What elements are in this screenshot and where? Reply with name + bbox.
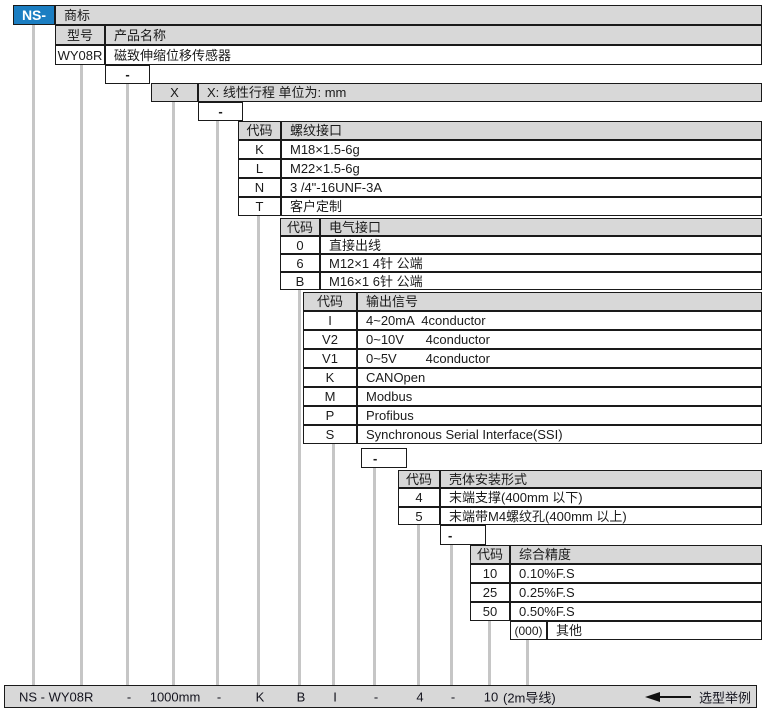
accuracy-row-value: 0.50%F.S — [510, 602, 762, 621]
output-row-value: 4~20mA 4conductor — [357, 311, 762, 330]
output-row-value: Modbus — [357, 387, 762, 406]
connector-line-thread — [257, 216, 260, 685]
accuracy-row-code: 10 — [470, 564, 510, 583]
output-row-code: K — [303, 368, 357, 387]
output-row-value: 0~10V 4conductor — [357, 330, 762, 349]
electrical-row-code: B — [280, 272, 320, 290]
thread-row-value: M22×1.5-6g — [281, 159, 762, 178]
accuracy-title-header: 综合精度 — [510, 545, 762, 564]
accuracy-row-code: 50 — [470, 602, 510, 621]
electrical-row-value: 直接出线 — [320, 236, 762, 254]
accuracy-other-code: (000) — [510, 621, 547, 640]
housing-row-code: 4 — [398, 488, 440, 507]
accuracy-row-code: 25 — [470, 583, 510, 602]
housing-row-value: 末端带M4螺纹孔(400mm 以上) — [440, 507, 762, 525]
connector-line-prefix — [32, 25, 35, 685]
output-code-header: 代码 — [303, 292, 357, 311]
electrical-row-value: M16×1 6针 公端 — [320, 272, 762, 290]
accuracy-code-header: 代码 — [470, 545, 510, 564]
example-segment: - — [373, 689, 379, 704]
output-row-code: M — [303, 387, 357, 406]
thread-title-header: 螺纹接口 — [281, 121, 762, 140]
electrical-title-header: 电气接口 — [320, 218, 762, 236]
thread-row-value: 3 /4"-16UNF-3A — [281, 178, 762, 197]
output-row-value: CANOpen — [357, 368, 762, 387]
thread-row-value: 客户定制 — [281, 197, 762, 216]
example-segment: - — [126, 689, 132, 704]
connector-line-dash4 — [450, 545, 453, 685]
accuracy-row-value: 0.25%F.S — [510, 583, 762, 602]
connector-line-electrical — [298, 290, 301, 685]
housing-row-code: 5 — [398, 507, 440, 525]
example-segment: 1000mm — [149, 689, 201, 704]
stroke-code-cell: X — [151, 83, 198, 102]
separator-cell-3: - — [361, 448, 407, 468]
thread-row-code: L — [238, 159, 281, 178]
left-arrow-icon — [5, 667, 691, 727]
separator-cell-1: - — [105, 65, 150, 84]
connector-line-dash1 — [126, 83, 129, 685]
output-row-code: I — [303, 311, 357, 330]
output-title-header: 输出信号 — [357, 292, 762, 311]
example-caption: 选型举例 — [699, 690, 752, 705]
arrow-head-icon — [645, 691, 660, 702]
housing-code-header: 代码 — [398, 470, 440, 488]
example-code-bar: NS - WY08R - 1000mm - K B I - 4 - 10 (2m… — [4, 685, 757, 708]
example-segment: NS - WY08R — [19, 689, 94, 704]
thread-row-value: M18×1.5-6g — [281, 140, 762, 159]
model-code-cell: WY08R — [55, 45, 105, 65]
electrical-row-code: 0 — [280, 236, 320, 254]
thread-row-code: K — [238, 140, 281, 159]
connector-line-housing — [417, 525, 420, 685]
thread-code-header: 代码 — [238, 121, 281, 140]
electrical-row-value: M12×1 4针 公端 — [320, 254, 762, 272]
separator-cell-2: - — [198, 102, 243, 121]
product-label-cell: 产品名称 — [105, 25, 762, 45]
thread-row-code: T — [238, 197, 281, 216]
electrical-code-header: 代码 — [280, 218, 320, 236]
connector-line-accuracy — [488, 621, 491, 685]
example-segment: 4 — [416, 689, 424, 704]
output-row-value: Profibus — [357, 406, 762, 425]
output-row-code: V1 — [303, 349, 357, 368]
separator-cell-4: - — [440, 525, 486, 545]
housing-title-header: 壳体安装形式 — [440, 470, 762, 488]
accuracy-other-value: 其他 — [547, 621, 762, 640]
product-name-cell: 磁致伸缩位移传感器 — [105, 45, 762, 65]
connector-line-dash3 — [373, 468, 376, 685]
housing-row-value: 末端支撑(400mm 以下) — [440, 488, 762, 507]
example-segment: 10 — [483, 689, 499, 704]
example-segment: K — [255, 689, 265, 704]
output-row-code: S — [303, 425, 357, 444]
output-row-code: P — [303, 406, 357, 425]
output-row-value: Synchronous Serial Interface(SSI) — [357, 425, 762, 444]
connector-line-output — [332, 444, 335, 685]
example-segment: I — [333, 689, 337, 704]
brand-prefix-cell: NS- — [13, 5, 55, 25]
example-segment: B — [296, 689, 306, 704]
electrical-row-code: 6 — [280, 254, 320, 272]
accuracy-row-value: 0.10%F.S — [510, 564, 762, 583]
example-segment: - — [450, 689, 456, 704]
model-label-cell: 型号 — [55, 25, 105, 45]
stroke-desc-cell: X: 线性行程 单位为: mm — [198, 83, 762, 102]
output-row-code: V2 — [303, 330, 357, 349]
example-segment: (2m导线) — [503, 690, 556, 705]
connector-line-dash2 — [216, 121, 219, 685]
connector-line-model — [80, 65, 83, 685]
output-row-value: 0~5V 4conductor — [357, 349, 762, 368]
arrow-tail-icon — [659, 695, 691, 698]
thread-row-code: N — [238, 178, 281, 197]
example-segment: - — [216, 689, 222, 704]
connector-line-other — [526, 640, 529, 685]
trademark-cell: 商标 — [55, 5, 762, 25]
connector-line-stroke — [172, 102, 175, 685]
